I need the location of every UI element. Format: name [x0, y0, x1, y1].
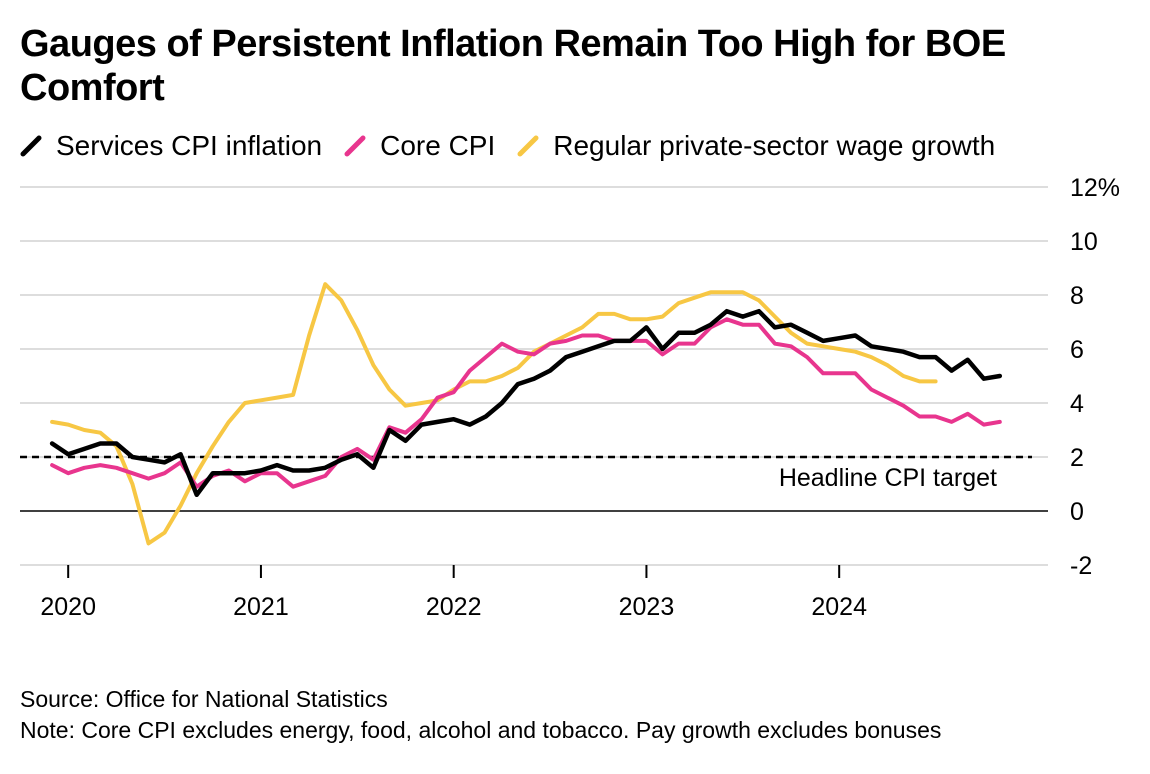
legend-swatch-services — [20, 135, 42, 157]
legend-item-services: Services CPI inflation — [20, 130, 322, 162]
legend-item-core: Core CPI — [344, 130, 495, 162]
x-tick-label: 2022 — [426, 593, 482, 621]
x-tick-label: 2020 — [40, 593, 96, 621]
series-line-wages — [50, 282, 938, 546]
reference-line-label: Headline CPI target — [779, 464, 997, 492]
legend-swatch-wages — [517, 135, 539, 157]
methodology-note: Note: Core CPI excludes energy, food, al… — [20, 717, 942, 743]
x-tick-label: 2024 — [811, 593, 867, 621]
chart-title: Gauges of Persistent Inflation Remain To… — [20, 23, 1006, 109]
y-tick-label: 12% — [1070, 174, 1120, 202]
y-tick-label: 2 — [1070, 444, 1084, 472]
y-tick-label: 8 — [1070, 282, 1084, 310]
legend-item-wages: Regular private-sector wage growth — [517, 130, 995, 162]
legend-label-services: Services CPI inflation — [56, 130, 323, 161]
source-note: Source: Office for National Statistics — [20, 686, 388, 712]
series-line-services — [49, 308, 1003, 498]
legend: Services CPI inflation Core CPI Regular … — [20, 126, 1017, 166]
y-tick-label: -2 — [1070, 552, 1092, 580]
x-tick-label: 2023 — [619, 593, 675, 621]
legend-label-wages: Regular private-sector wage growth — [553, 130, 996, 161]
y-tick-label: 0 — [1070, 498, 1084, 526]
legend-swatch-core — [344, 135, 366, 157]
y-tick-label: 4 — [1070, 390, 1084, 418]
y-tick-label: 10 — [1070, 228, 1098, 256]
x-tick-label: 2021 — [233, 593, 289, 621]
legend-label-core: Core CPI — [380, 130, 496, 161]
y-tick-label: 6 — [1070, 336, 1084, 364]
footer: Source: Office for National Statistics N… — [20, 684, 941, 746]
line-chart: -2 0 2 4 6 8 10 12% 2020 2021 2022 2023 2024 Headline… — [20, 174, 1120, 621]
